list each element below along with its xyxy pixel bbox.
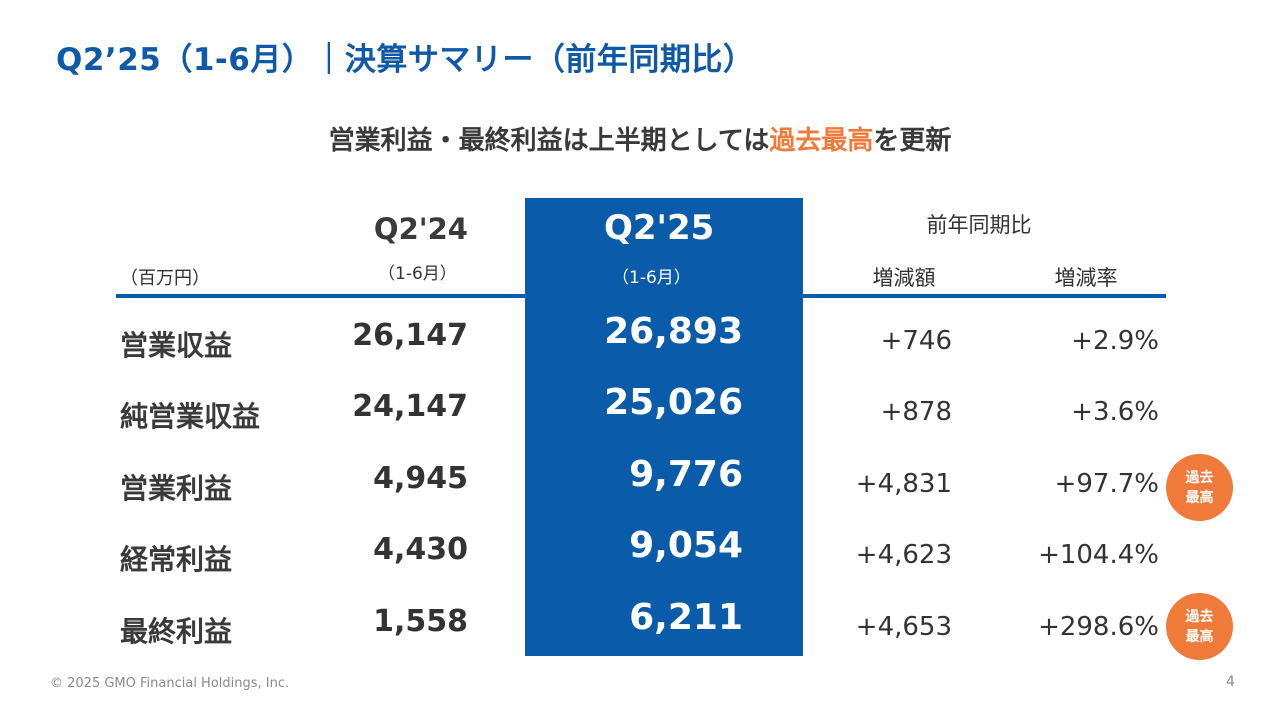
curr-period-range: （1-6月） <box>612 268 691 288</box>
footer-copyright: © 2025 GMO Financial Holdings, Inc. <box>50 676 290 691</box>
row-label: 純営業収益 <box>120 400 261 433</box>
prev-period-header: Q2'24 <box>373 212 468 246</box>
rate-value: +97.7% <box>1054 469 1159 499</box>
curr-value: 9,776 <box>629 454 743 495</box>
prev-value: 4,430 <box>373 532 468 567</box>
rate-header: 増減率 <box>1054 266 1118 290</box>
badge-line-1: 過去 <box>1185 469 1214 486</box>
curr-period-header: Q2'25 <box>604 208 715 248</box>
row-label: 営業利益 <box>120 472 233 505</box>
prev-period-range: （1-6月） <box>378 264 457 284</box>
badge-line-2: 最高 <box>1185 628 1214 645</box>
badge-line-1: 過去 <box>1185 608 1214 625</box>
badge-line-2: 最高 <box>1185 489 1214 506</box>
curr-value: 25,026 <box>604 382 743 423</box>
headline-highlight: 過去最高 <box>769 126 874 156</box>
rate-value: +2.9% <box>1071 326 1159 356</box>
diff-value: +878 <box>880 397 952 427</box>
rate-value: +298.6% <box>1038 612 1159 642</box>
rate-value: +3.6% <box>1071 397 1159 427</box>
headline-suffix: を更新 <box>873 126 952 156</box>
row-label: 最終利益 <box>120 615 233 648</box>
row-label: 経常利益 <box>120 543 233 576</box>
headline-prefix: 営業利益・最終利益は上半期としては <box>328 126 770 156</box>
curr-value: 26,893 <box>604 311 743 352</box>
prev-value: 24,147 <box>352 389 468 424</box>
page-number: 4 <box>1226 674 1235 690</box>
row-label: 営業収益 <box>120 329 233 362</box>
prev-value: 1,558 <box>373 604 468 639</box>
diff-value: +4,831 <box>855 469 952 499</box>
diff-value: +4,623 <box>855 540 952 570</box>
yoy-header: 前年同期比 <box>926 213 1032 237</box>
prev-value: 4,945 <box>373 461 468 496</box>
record-high-badge: 過去 最高 <box>1166 593 1233 660</box>
prev-value: 26,147 <box>352 318 468 353</box>
curr-value: 6,211 <box>629 597 743 638</box>
rate-value: +104.4% <box>1038 540 1159 570</box>
curr-value: 9,054 <box>629 525 743 566</box>
diff-header: 増減額 <box>872 266 936 290</box>
current-period-highlight-column <box>525 198 803 656</box>
unit-label: （百万円） <box>120 268 210 289</box>
diff-value: +4,653 <box>855 612 952 642</box>
record-high-badge: 過去 最高 <box>1166 454 1233 521</box>
diff-value: +746 <box>880 326 952 356</box>
headline: 営業利益・最終利益は上半期としては過去最高を更新 <box>0 120 1280 157</box>
slide-title: Q2’25（1-6月）｜決算サマリー（前年同期比） <box>56 42 755 78</box>
header-divider <box>116 294 1166 298</box>
